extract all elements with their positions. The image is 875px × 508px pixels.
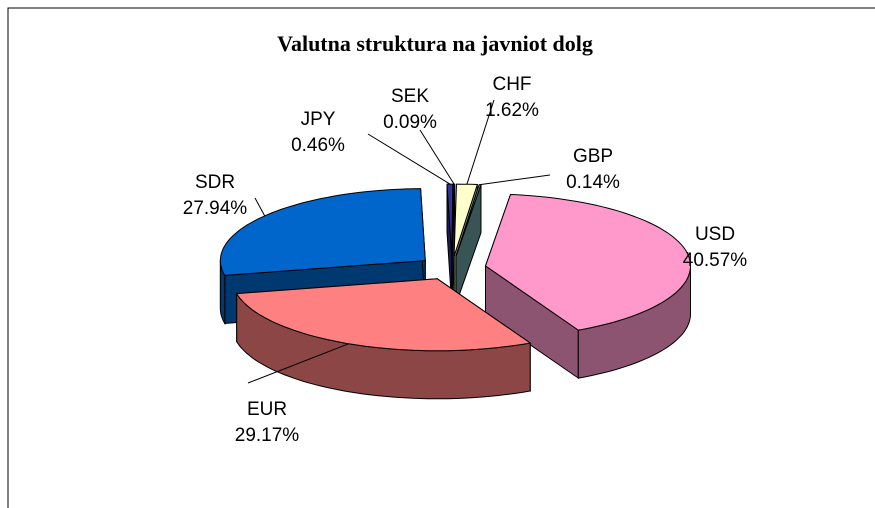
leader-line [419,129,455,185]
slice-top [219,188,426,276]
leader-line [247,343,349,384]
slice-value-label: 0.14% [566,172,620,193]
slice-value-label: 29.17% [235,425,300,446]
slice-label: SDR [195,172,235,193]
chart-title: Valutna struktura na javniot dolg [277,31,593,56]
slice-top [453,183,478,257]
labels: USD 40.57% EUR 29.17% SDR 27.94% JPY 0.46% SEK 0.… [183,74,748,446]
slice-label: EUR [247,399,287,420]
slice [455,184,482,305]
slice-label: GBP [573,146,613,167]
slice-value-label: 0.46% [291,135,345,156]
slice-value-label: 0.09% [383,112,437,133]
leader-line [480,174,551,186]
pie [219,183,692,400]
slice-label: JPY [301,109,336,130]
slice [484,193,692,380]
slice-label: SEK [391,86,429,107]
leader-line [367,133,451,185]
chart-border [7,7,875,508]
slice-value-label: 27.94% [183,198,248,219]
slice-label: USD [695,224,735,245]
slice [235,277,532,400]
leader-line [686,251,689,254]
slice-value-label: 40.57% [683,250,748,271]
leader-line [254,197,266,217]
slice-value-label: 1.62% [485,100,539,121]
slice-label: CHF [492,74,531,95]
leader-line [466,99,495,185]
